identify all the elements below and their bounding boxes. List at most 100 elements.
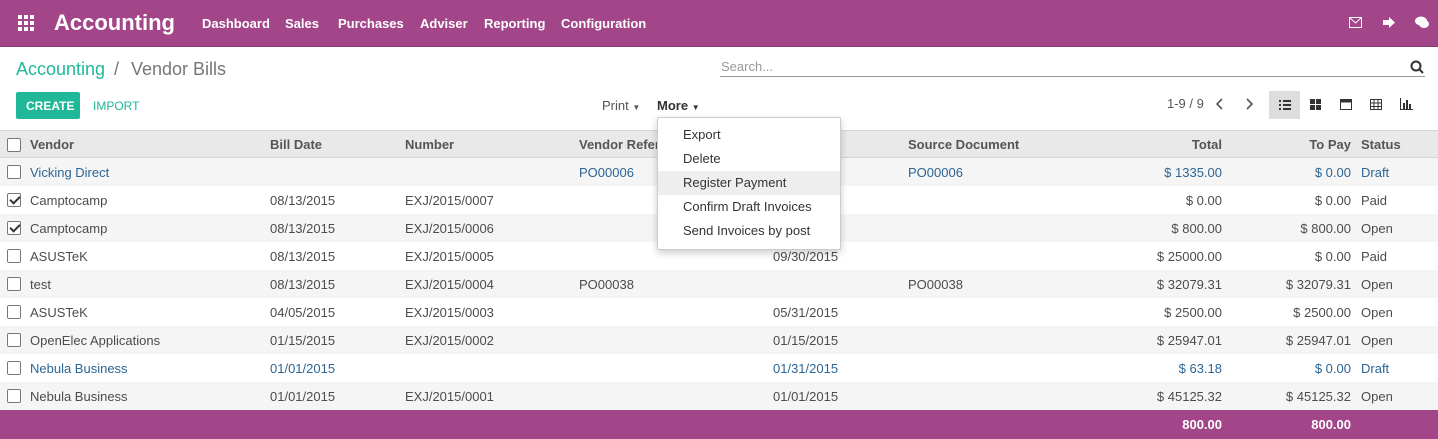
table-cell: 08/13/2015: [270, 221, 336, 236]
chat-icon[interactable]: [1415, 16, 1429, 29]
table-cell: Camptocamp: [30, 221, 108, 236]
column-header[interactable]: Source Document: [908, 137, 1020, 152]
menu-item[interactable]: Configuration: [561, 16, 647, 31]
column-header[interactable]: To Pay: [1309, 137, 1351, 152]
import-button[interactable]: IMPORT: [93, 99, 140, 113]
row-checkbox[interactable]: [7, 277, 21, 291]
logout-icon[interactable]: [1383, 17, 1395, 28]
table-cell: EXJ/2015/0001: [405, 389, 494, 404]
column-header[interactable]: Bill Date: [270, 137, 323, 152]
table-cell: 08/13/2015: [270, 277, 336, 292]
table-cell: Open: [1361, 221, 1393, 236]
dropdown-item[interactable]: Delete: [683, 151, 721, 166]
table-cell: 05/31/2015: [773, 305, 839, 320]
table-cell: Camptocamp: [30, 193, 108, 208]
table-cell: 08/13/2015: [270, 249, 336, 264]
create-label: CREATE: [26, 99, 75, 113]
table-cell: PO00038: [908, 277, 963, 292]
table-cell: 01/01/2015: [270, 389, 336, 404]
table-row[interactable]: Nebula Business 01/01/2015 EXJ/2015/0001 01…: [0, 382, 1438, 410]
table-cell: $ 800.00: [1171, 221, 1222, 236]
dropdown-item[interactable]: Send Invoices by post: [683, 223, 811, 238]
pager: 1-9 / 9: [1167, 96, 1204, 111]
breadcrumb-current: Vendor Bills: [131, 59, 227, 79]
table-cell: $ 45125.32: [1285, 389, 1351, 404]
menu-item[interactable]: Dashboard: [202, 16, 270, 31]
table-cell: $ 32079.31: [1285, 277, 1351, 292]
dropdown-item[interactable]: Register Payment: [658, 171, 840, 195]
table-cell: Paid: [1361, 193, 1388, 208]
dropdown-item[interactable]: Confirm Draft Invoices: [683, 199, 812, 214]
table-cell: $ 0.00: [1314, 249, 1351, 264]
mail-icon[interactable]: [1349, 17, 1362, 28]
table-cell: $ 45125.32: [1156, 389, 1222, 404]
menu-item[interactable]: Reporting: [484, 16, 546, 31]
more-button[interactable]: More ▼: [657, 98, 700, 113]
table-cell: 01/01/2015: [773, 389, 839, 404]
row-checkbox[interactable]: [7, 361, 21, 375]
table-row[interactable]: ASUSTeK 04/05/2015 EXJ/2015/0003 05/31/2015…: [0, 298, 1438, 326]
row-checkbox[interactable]: [7, 389, 21, 403]
search-box[interactable]: Search...: [720, 57, 1425, 77]
row-checkbox[interactable]: [7, 221, 21, 235]
table-cell: Nebula Business: [30, 361, 128, 376]
table-cell: 01/01/2015: [270, 361, 336, 376]
table-cell: PO00006: [908, 165, 963, 180]
pager-prev[interactable]: [1215, 98, 1225, 110]
column-header[interactable]: Number: [405, 137, 455, 152]
more-label: More: [657, 98, 689, 113]
table-cell: Draft: [1361, 165, 1390, 180]
pager-next[interactable]: [1244, 98, 1254, 110]
column-header[interactable]: Total: [1191, 137, 1222, 152]
table-cell: $ 32079.31: [1156, 277, 1222, 292]
search-icon[interactable]: [1410, 60, 1424, 74]
print-label: Print: [602, 98, 629, 113]
row-checkbox[interactable]: [7, 165, 21, 179]
create-button[interactable]: CREATE: [16, 92, 80, 119]
menu-item[interactable]: Purchases: [338, 16, 404, 31]
print-button[interactable]: Print ▼: [602, 98, 641, 113]
column-header[interactable]: Vendor: [30, 137, 75, 152]
top-bar: Accounting Dashboard Sales Purchases Adv…: [0, 0, 1438, 47]
table-cell: ASUSTeK: [30, 249, 88, 264]
breadcrumb-parent[interactable]: Accounting: [16, 59, 106, 79]
calendar-view-button[interactable]: [1340, 98, 1352, 110]
table-cell: Draft: [1361, 361, 1390, 376]
apps-icon[interactable]: [18, 15, 34, 31]
column-header[interactable]: Status: [1361, 137, 1401, 152]
row-checkbox[interactable]: [7, 193, 21, 207]
table-cell: $ 1335.00: [1164, 165, 1222, 180]
table-cell: 09/30/2015: [773, 249, 839, 264]
row-checkbox[interactable]: [7, 249, 21, 263]
kanban-view-button[interactable]: [1310, 99, 1321, 110]
table-cell: OpenElec Applications: [30, 333, 161, 348]
table-cell: PO00038: [579, 277, 634, 292]
pivot-view-button[interactable]: [1370, 99, 1382, 110]
graph-view-button[interactable]: [1400, 98, 1413, 110]
table-cell: Nebula Business: [30, 389, 128, 404]
table-cell: 01/31/2015: [773, 361, 839, 376]
table-cell: $ 25947.01: [1156, 333, 1222, 348]
table-cell: Vicking Direct: [30, 165, 110, 180]
check-mark: [9, 193, 21, 205]
table-cell: EXJ/2015/0003: [405, 305, 494, 320]
table-row[interactable]: Nebula Business 01/01/2015 01/31/2015 $ 63.…: [0, 354, 1438, 382]
dropdown-item[interactable]: Export: [683, 127, 721, 142]
row-checkbox[interactable]: [7, 333, 21, 347]
list-view-button[interactable]: [1269, 91, 1300, 119]
table-cell: EXJ/2015/0007: [405, 193, 494, 208]
menu-item[interactable]: Adviser: [420, 16, 468, 31]
table-cell: PO00006: [579, 165, 634, 180]
breadcrumb-separator: /: [114, 59, 120, 79]
table-cell: Paid: [1361, 249, 1388, 264]
footer-total: 800.00: [1182, 417, 1222, 432]
table-row[interactable]: OpenElec Applications 01/15/2015 EXJ/2015/…: [0, 326, 1438, 354]
more-dropdown: Export Delete Register Payment Confirm Draf…: [657, 117, 841, 250]
table-cell: 01/15/2015: [773, 333, 839, 348]
footer-to-pay: 800.00: [1311, 417, 1351, 432]
footer-row: 800.00 800.00: [0, 410, 1438, 439]
table-row[interactable]: test 08/13/2015 EXJ/2015/0004 PO00038 PO0003…: [0, 270, 1438, 298]
row-checkbox[interactable]: [7, 305, 21, 319]
menu-item[interactable]: Sales: [285, 16, 319, 31]
row-checkbox[interactable]: [7, 138, 21, 152]
